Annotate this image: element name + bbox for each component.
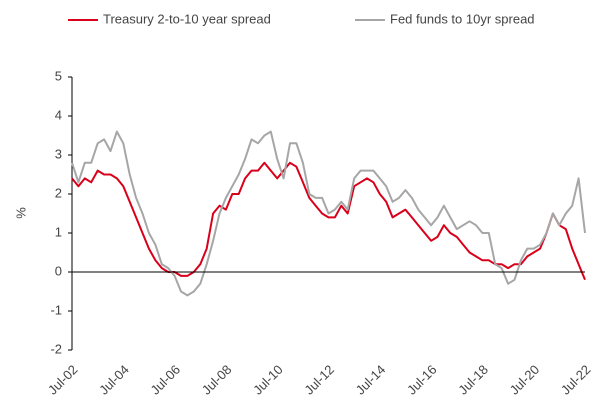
x-tick-label: Jul-12: [301, 362, 337, 398]
y-tick-label: 0: [55, 263, 62, 278]
y-axis-label: %: [13, 207, 28, 219]
x-tick-label: Jul-20: [507, 362, 543, 398]
x-tick-label: Jul-06: [147, 362, 183, 398]
x-tick-label: Jul-14: [353, 362, 389, 398]
y-tick-label: 5: [55, 68, 62, 83]
y-tick-label: 3: [55, 146, 62, 161]
x-tick-label: Jul-02: [45, 362, 81, 398]
x-tick-label: Jul-18: [455, 362, 491, 398]
y-tick-label: 1: [55, 224, 62, 239]
x-tick-label: Jul-08: [199, 362, 235, 398]
y-tick-label: -1: [50, 302, 62, 317]
x-tick-label: Jul-16: [404, 362, 440, 398]
legend-label: Fed funds to 10yr spread: [390, 11, 535, 26]
series-line: [71, 130, 586, 297]
series-line: [71, 161, 586, 281]
y-tick-label: -2: [50, 341, 62, 356]
legend-label: Treasury 2-to-10 year spread: [103, 11, 271, 26]
x-tick-label: Jul-10: [250, 362, 286, 398]
y-tick-label: 2: [55, 185, 62, 200]
y-tick-label: 4: [55, 107, 62, 122]
x-tick-label: Jul-04: [96, 362, 132, 398]
x-tick-label: Jul-22: [558, 362, 594, 398]
